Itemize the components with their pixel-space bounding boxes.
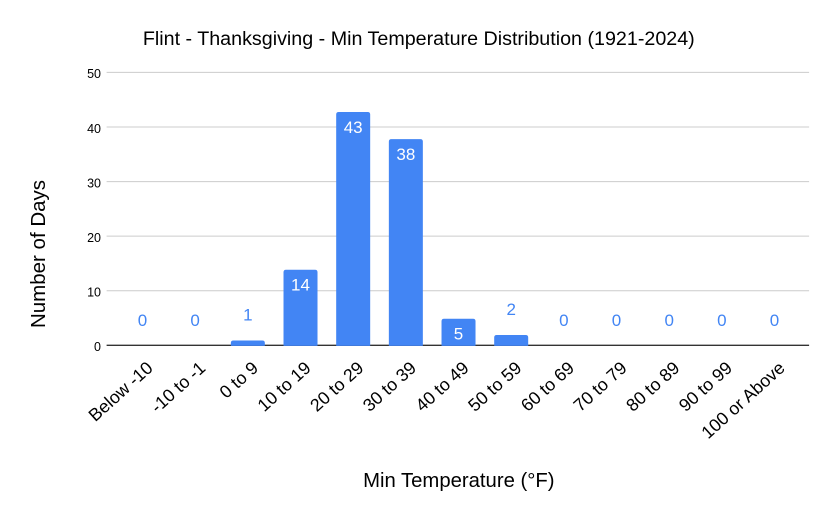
- svg-text:1: 1: [243, 305, 252, 324]
- svg-text:20: 20: [87, 231, 101, 245]
- svg-text:43: 43: [344, 118, 363, 137]
- svg-text:0: 0: [138, 311, 147, 330]
- svg-text:0: 0: [190, 311, 199, 330]
- svg-text:0: 0: [612, 311, 621, 330]
- svg-text:0: 0: [770, 311, 779, 330]
- svg-text:50: 50: [87, 67, 101, 81]
- svg-text:0: 0: [717, 311, 726, 330]
- svg-text:Number of Days: Number of Days: [27, 180, 50, 328]
- svg-text:0: 0: [664, 311, 673, 330]
- svg-text:Flint - Thanksgiving - Min Tem: Flint - Thanksgiving - Min Temperature D…: [143, 28, 695, 50]
- svg-text:Min Temperature (°F): Min Temperature (°F): [363, 470, 554, 492]
- svg-text:0: 0: [94, 340, 101, 354]
- svg-text:0: 0: [559, 311, 568, 330]
- svg-text:10: 10: [87, 286, 101, 300]
- svg-text:40: 40: [87, 122, 101, 136]
- svg-text:38: 38: [396, 145, 415, 164]
- svg-text:5: 5: [454, 325, 463, 344]
- svg-text:30: 30: [87, 176, 101, 190]
- svg-text:2: 2: [506, 300, 515, 319]
- svg-text:14: 14: [291, 276, 310, 295]
